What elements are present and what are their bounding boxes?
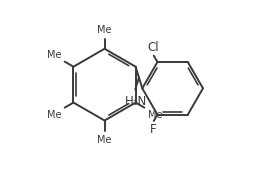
Text: Me: Me — [47, 50, 61, 60]
Text: Me: Me — [97, 135, 112, 145]
Text: F: F — [150, 123, 156, 136]
Text: H₂N: H₂N — [125, 95, 147, 108]
Text: Cl: Cl — [147, 41, 159, 54]
Text: Me: Me — [148, 110, 162, 120]
Text: Me: Me — [97, 25, 112, 35]
Text: Me: Me — [47, 110, 61, 120]
